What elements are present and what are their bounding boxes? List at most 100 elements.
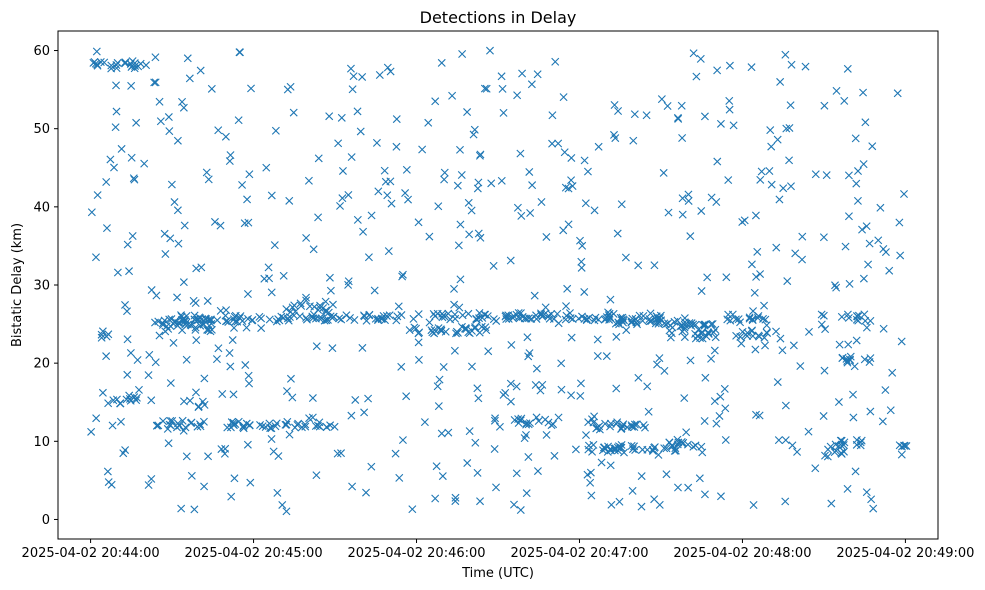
data-point (200, 374, 209, 383)
data-point (804, 427, 813, 436)
data-point (594, 142, 603, 151)
data-point (260, 274, 269, 283)
data-point (190, 315, 199, 324)
data-point (536, 386, 545, 395)
data-point (689, 320, 698, 329)
data-point (634, 373, 643, 382)
data-point (391, 449, 400, 458)
data-point (606, 461, 615, 470)
data-point (655, 354, 664, 363)
data-point (593, 335, 602, 344)
data-point (311, 422, 320, 430)
data-point (568, 314, 577, 323)
data-point (130, 175, 139, 184)
data-point (747, 63, 756, 72)
data-point (501, 312, 510, 321)
data-point (662, 470, 671, 479)
data-point (364, 394, 373, 403)
data-point (112, 107, 121, 116)
data-point (116, 417, 125, 426)
data-point (465, 427, 474, 436)
data-point (230, 323, 239, 332)
data-point (674, 114, 683, 123)
x-tick-label: 2025-04-02 20:44:00 (22, 546, 160, 561)
data-point (554, 139, 563, 148)
data-point (602, 352, 611, 361)
data-point (830, 448, 839, 457)
data-point (467, 326, 476, 335)
data-point (104, 330, 113, 339)
data-point (811, 170, 820, 179)
data-point (537, 310, 546, 319)
data-point (846, 352, 855, 361)
data-point (92, 414, 101, 423)
data-point (286, 374, 295, 383)
data-point (582, 316, 591, 325)
data-point (707, 354, 716, 363)
data-point (414, 338, 423, 347)
x-axis-label: Time (UTC) (461, 566, 534, 581)
data-point (125, 391, 134, 400)
data-point (437, 429, 446, 438)
data-point (516, 506, 525, 515)
data-point (686, 232, 695, 241)
data-point (93, 60, 102, 69)
data-point (160, 229, 169, 238)
data-point (206, 316, 215, 325)
data-point (97, 330, 106, 339)
data-point (657, 95, 666, 104)
data-point (729, 121, 738, 130)
data-point (509, 311, 518, 320)
data-point (695, 474, 704, 483)
data-point (864, 260, 873, 269)
data-point (716, 119, 725, 128)
data-point (482, 326, 491, 335)
data-point (627, 317, 636, 326)
data-point (140, 159, 149, 168)
data-point (767, 142, 776, 151)
data-point (783, 277, 792, 286)
data-point (549, 420, 558, 429)
data-point (144, 481, 153, 490)
data-point (707, 320, 716, 329)
data-point (453, 328, 462, 337)
data-point (414, 355, 423, 364)
data-point (337, 113, 346, 122)
y-axis-label: Bistatic Delay (km) (10, 223, 25, 347)
data-point (435, 375, 444, 384)
data-point (186, 419, 195, 428)
data-point (151, 78, 160, 87)
data-point (358, 343, 367, 352)
data-point (467, 362, 476, 371)
data-point (615, 497, 624, 506)
data-point (633, 320, 642, 329)
data-point (849, 390, 857, 399)
data-point (517, 414, 526, 423)
data-point (865, 239, 874, 248)
data-point (434, 202, 443, 211)
data-point (517, 211, 526, 220)
x-tick-label: 2025-04-02 20:45:00 (185, 546, 323, 561)
data-point (477, 322, 486, 331)
data-point (151, 358, 160, 367)
data-point (102, 352, 111, 361)
data-point (458, 50, 467, 59)
data-point (711, 333, 720, 342)
data-point (401, 189, 410, 198)
data-point (414, 310, 423, 319)
data-point (766, 126, 775, 135)
data-point (173, 293, 182, 302)
data-point (398, 436, 407, 445)
data-point (628, 486, 637, 495)
data-point (473, 468, 482, 477)
data-point (606, 422, 615, 431)
data-point (895, 218, 904, 227)
data-point (433, 382, 442, 391)
data-point (522, 489, 531, 498)
data-point (360, 408, 369, 417)
data-point (278, 500, 287, 509)
data-point (103, 467, 112, 476)
data-point (630, 110, 639, 119)
data-point (187, 471, 196, 480)
data-point (123, 370, 132, 379)
